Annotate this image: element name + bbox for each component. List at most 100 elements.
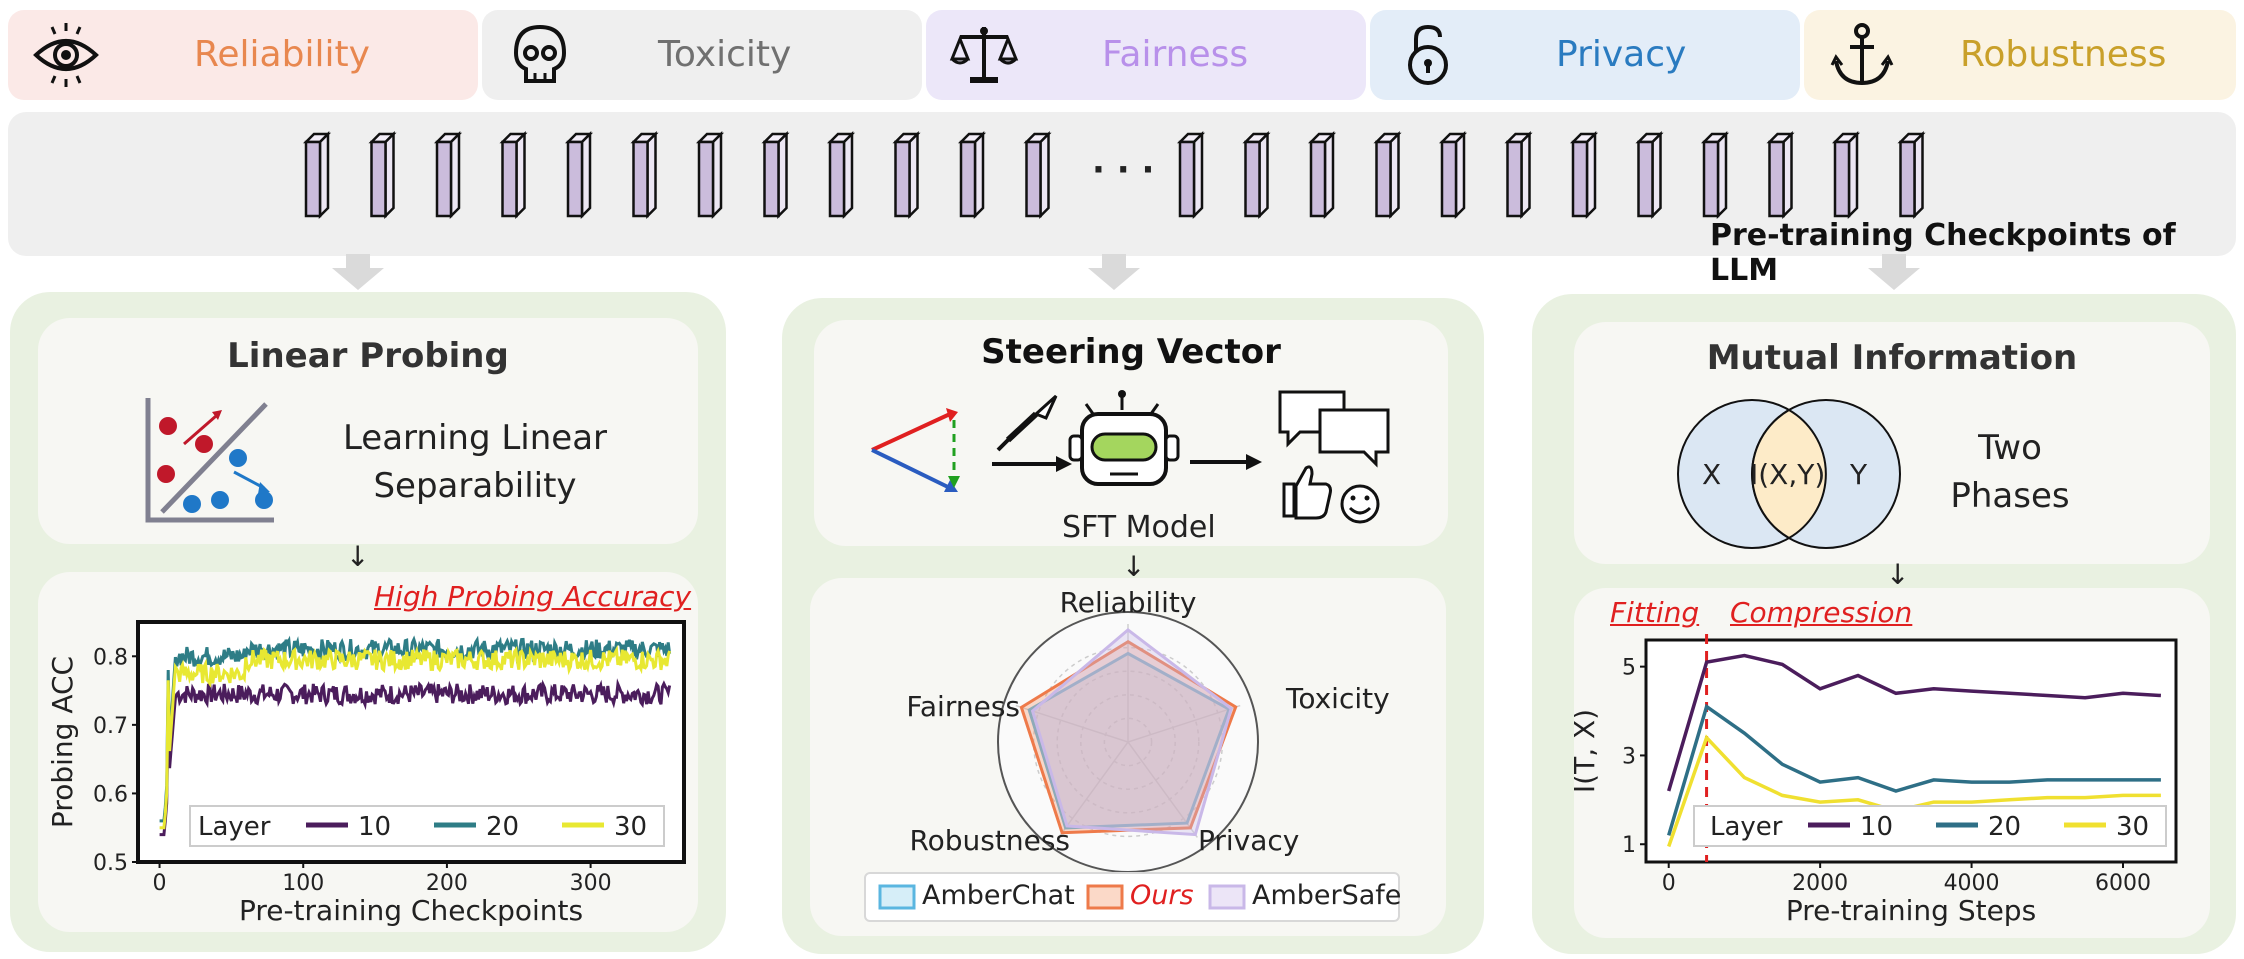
description-line: Separability — [373, 466, 577, 506]
robot-icon — [1068, 390, 1180, 486]
phases-description: Two Phases — [1920, 424, 2100, 520]
checkpoint-block — [1831, 130, 1861, 220]
compression-label: Compression — [1730, 596, 1913, 629]
y-tick-label: 1 — [1622, 833, 1636, 858]
legend-label: 10 — [358, 812, 391, 842]
radar-grid-ring — [1080, 694, 1176, 790]
checkpoint-block — [1504, 130, 1533, 220]
mutual-information-chart: 0 2000 4000 6000 1 3 5 Pre-training Steps I(T, X… — [1574, 630, 2178, 927]
checkpoint-block — [630, 130, 659, 220]
category-label: Toxicity — [658, 34, 792, 75]
category-toxicity: Toxicity — [482, 10, 922, 100]
checkpoint-blocks — [302, 130, 1926, 220]
x-tick-label: 0 — [1662, 871, 1676, 896]
scales-icon — [949, 27, 1019, 83]
legend-label: 30 — [2116, 812, 2149, 842]
venn-intersection-label: I(X,Y) — [1750, 458, 1826, 491]
scalpel-icon — [996, 394, 1058, 452]
category-label: Privacy — [1556, 34, 1687, 75]
radar-spoke — [1127, 741, 1198, 838]
x-axis-label: Pre-training Steps — [1786, 894, 2036, 927]
legend-title: Layer — [198, 812, 271, 842]
checkpoint-block — [695, 130, 725, 220]
legend-label: 20 — [1988, 812, 2021, 842]
checkpoint-block — [368, 130, 397, 220]
checkpoint-block — [1635, 130, 1664, 220]
venn-diagram — [1677, 399, 1901, 549]
small-down-arrow: ↓ — [346, 540, 370, 573]
arrow-down-icon — [1088, 254, 1140, 290]
description-line: Phases — [1950, 476, 2070, 516]
flow-arrows — [332, 254, 1920, 290]
anchor-icon — [1830, 23, 1894, 86]
legend-label: 20 — [486, 812, 519, 842]
chat-bubbles-icon — [1278, 390, 1390, 468]
series-line-20 — [159, 635, 672, 823]
y-axis-label: Probing ACC — [48, 656, 79, 828]
series-line-20 — [1667, 703, 2161, 836]
radar-legend-swatches — [878, 884, 1246, 910]
probing-accuracy-chart: 0 100 200 300 0.5 0.6 0.7 0.8 Pre-training Check… — [48, 620, 686, 927]
y-axis-label: I(T, X) — [1574, 709, 1601, 793]
x-tick-label: 300 — [570, 871, 612, 896]
x-tick-label: 200 — [426, 871, 468, 896]
lock-icon — [1408, 24, 1448, 85]
legend-label-ours: Ours — [1130, 880, 1194, 911]
x-tick-label: 6000 — [2095, 871, 2151, 896]
skull-icon — [513, 24, 567, 83]
checkpoint-block — [1307, 130, 1337, 220]
checkpoint-block — [892, 130, 921, 220]
eye-icon — [33, 23, 99, 87]
series-line-10 — [159, 678, 672, 837]
series-line-30 — [159, 645, 672, 830]
trustworthiness-radar-chart: Reliability Toxicity Privacy Robustness Fair… — [906, 586, 1390, 873]
radar-spoke — [1127, 704, 1241, 743]
legend-swatch — [878, 884, 916, 910]
legend-swatch — [1208, 884, 1246, 910]
category-label: Robustness — [1960, 34, 2167, 75]
checkpoint-block — [1569, 130, 1599, 220]
y-tick-label: 5 — [1622, 656, 1636, 681]
checkpoint-block — [499, 130, 528, 220]
category-label: Fairness — [1102, 34, 1249, 75]
description-line: Learning Linear — [342, 418, 608, 458]
description-line: Two — [1978, 428, 2042, 468]
radar-axis-label: Robustness — [909, 824, 1070, 857]
venn-x-label: X — [1702, 458, 1722, 491]
radar-spoke — [1015, 704, 1129, 743]
x-tick-label: 0 — [153, 871, 167, 896]
checkpoint-block — [1373, 130, 1402, 220]
checkpoint-block — [1176, 130, 1206, 220]
checkpoint-ellipsis: · · · — [1092, 150, 1155, 190]
radar-axis-label: Fairness — [906, 690, 1020, 723]
chart-legend: Layer 10 20 30 — [1693, 805, 2167, 847]
probing-annotation: High Probing Accuracy — [374, 580, 692, 613]
y-tick-label: 3 — [1622, 744, 1636, 769]
category-fairness: Fairness — [926, 10, 1366, 100]
x-axis-label: Pre-training Checkpoints — [239, 894, 583, 927]
x-tick-label: 100 — [282, 871, 324, 896]
steering-vector-title: Steering Vector — [981, 332, 1281, 372]
legend-label-ambersafe: AmberSafe — [1252, 880, 1402, 911]
checkpoint-block — [826, 130, 856, 220]
checkpoint-block — [1700, 130, 1730, 220]
y-tick-label: 0.5 — [93, 851, 128, 876]
small-down-arrow: ↓ — [1122, 550, 1146, 583]
checkpoint-block — [564, 130, 594, 220]
legend-label-amberchat: AmberChat — [922, 880, 1075, 911]
radar-axis-label: Privacy — [1198, 824, 1299, 857]
category-reliability: Reliability — [8, 10, 478, 100]
arrow-down-icon — [1868, 254, 1920, 290]
checkpoint-block — [1023, 130, 1052, 220]
x-tick-label: 2000 — [1792, 871, 1848, 896]
vector-arrows-icon — [871, 408, 960, 492]
y-tick-label: 0.8 — [93, 645, 128, 670]
checkpoint-block — [957, 130, 987, 220]
checkpoint-block — [1897, 130, 1926, 220]
radar-axis-label: Reliability — [1060, 586, 1197, 619]
mutual-info-title: Mutual Information — [1706, 338, 2078, 378]
separability-description: Learning Linear Separability — [290, 414, 660, 510]
category-label: Reliability — [194, 34, 370, 75]
separability-icon — [145, 398, 274, 523]
legend-title: Layer — [1710, 812, 1783, 842]
